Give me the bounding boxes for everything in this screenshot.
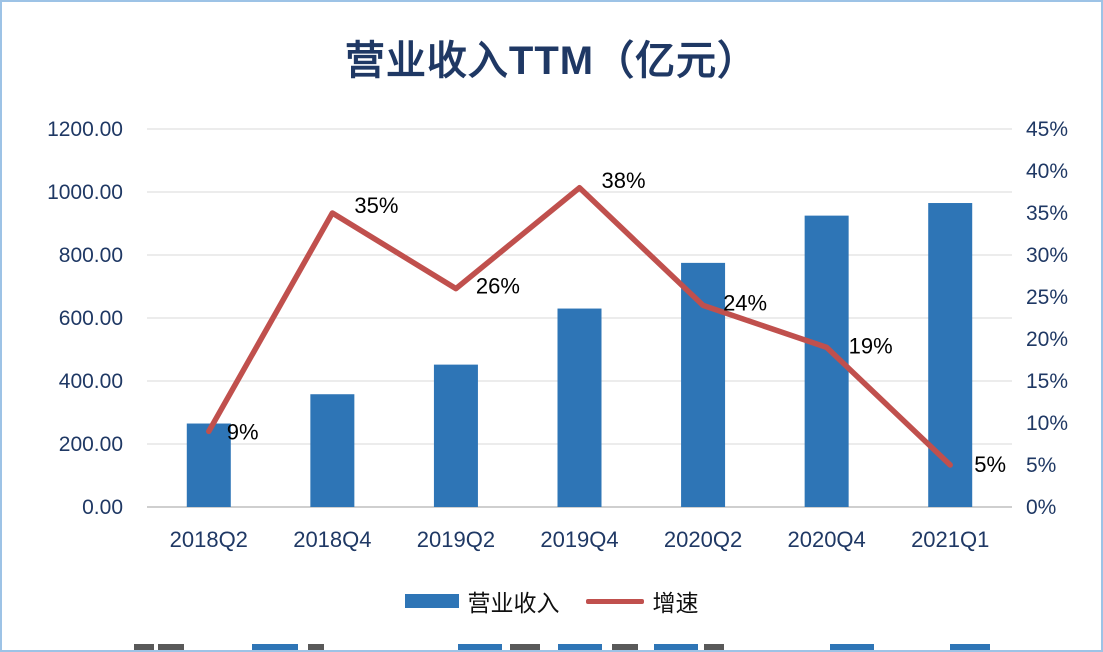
growth-data-label: 35%: [354, 193, 398, 218]
y-axis-right-tick-label: 45%: [1026, 118, 1068, 141]
growth-data-label: 9%: [227, 419, 259, 444]
cropped-content-fragment: [252, 644, 298, 650]
cropped-content-fragment: [950, 644, 990, 650]
y-axis-right-tick-label: 25%: [1026, 286, 1068, 309]
y-axis-left-tick-label: 800.00: [59, 244, 123, 267]
line-series-swatch-icon: [585, 598, 644, 604]
chart-title: 营业收入TTM（亿元）: [344, 39, 759, 83]
x-axis-category-label: 2021Q1: [911, 527, 989, 552]
cropped-content-fragment: [510, 644, 540, 650]
legend-item-growth[interactable]: 增速: [585, 584, 699, 618]
growth-data-label: 19%: [849, 333, 893, 358]
legend-label-growth: 增速: [652, 590, 699, 616]
cropped-content-fragment: [612, 644, 638, 650]
cropped-content-fragment: [558, 644, 602, 650]
cropped-content-fragment: [134, 644, 154, 650]
x-axis-category-label: 2018Q4: [293, 527, 371, 552]
chart-legend: 营业收入 增速: [2, 584, 1101, 618]
x-axis-category-label: 2019Q4: [540, 527, 618, 552]
cropped-content-fragment: [458, 644, 502, 650]
revenue-bar[interactable]: [310, 394, 355, 507]
y-axis-left-tick-label: 400.00: [59, 370, 123, 393]
x-axis-category-label: 2019Q2: [417, 527, 495, 552]
y-axis-right-tick-label: 15%: [1026, 370, 1068, 393]
growth-line[interactable]: [206, 185, 953, 468]
growth-data-label: 38%: [602, 168, 646, 193]
x-axis-category-label: 2020Q4: [787, 527, 865, 552]
growth-data-label: 5%: [974, 452, 1006, 477]
legend-item-revenue[interactable]: 营业收入: [404, 584, 560, 618]
revenue-bar[interactable]: [186, 423, 231, 507]
cropped-content-fragment: [308, 644, 324, 650]
y-axis-left-tick-label: 200.00: [59, 433, 123, 456]
y-axis-right-tick-label: 20%: [1026, 328, 1068, 351]
y-axis-right-tick-label: 0%: [1026, 496, 1056, 519]
y-axis-left-tick-label: 1000.00: [47, 181, 123, 204]
revenue-bar[interactable]: [928, 203, 973, 507]
revenue-bar[interactable]: [433, 364, 478, 507]
cropped-content-fragment: [158, 644, 184, 650]
x-axis-category-label: 2018Q2: [170, 527, 248, 552]
growth-data-label: 26%: [476, 274, 520, 299]
y-axis-right-tick-label: 35%: [1026, 202, 1068, 225]
revenue-bar[interactable]: [557, 308, 602, 507]
y-axis-left-tick-label: 0.00: [82, 496, 123, 519]
growth-data-label: 24%: [723, 290, 767, 315]
bar-series-swatch-icon: [404, 594, 459, 608]
x-axis-category-label: 2020Q2: [664, 527, 742, 552]
y-axis-right-tick-label: 30%: [1026, 244, 1068, 267]
y-axis-right-tick-label: 5%: [1026, 454, 1056, 477]
cropped-content-fragment: [704, 644, 724, 650]
cropped-content-fragment: [654, 644, 698, 650]
y-axis-right-tick-label: 10%: [1026, 412, 1068, 435]
revenue-bar[interactable]: [681, 262, 726, 507]
legend-label-revenue: 营业收入: [467, 590, 560, 616]
cropped-content-fragment: [830, 644, 874, 650]
y-axis-left-tick-label: 1200.00: [47, 118, 123, 141]
y-axis-left-tick-label: 600.00: [59, 307, 123, 330]
y-axis-right-tick-label: 40%: [1026, 160, 1068, 183]
